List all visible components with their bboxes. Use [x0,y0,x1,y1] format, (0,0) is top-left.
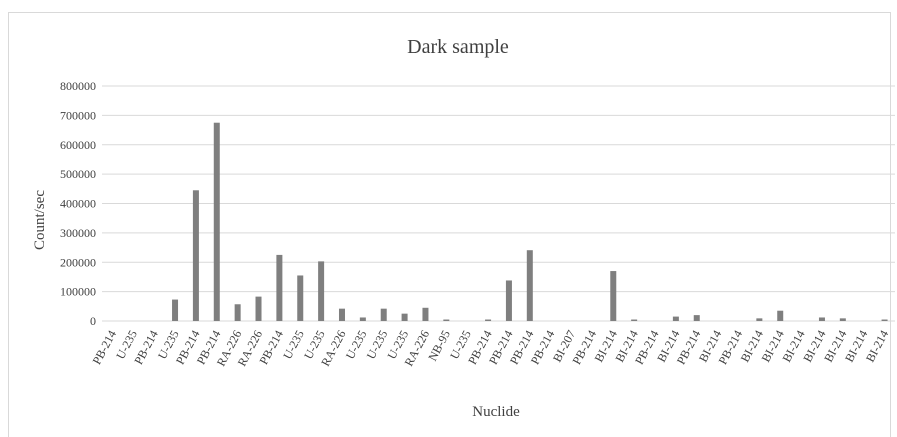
gridlines [102,85,895,322]
bar [505,280,512,321]
bar [213,122,220,321]
bar [485,319,492,321]
bar [693,315,700,321]
y-tick-label: 600000 [60,138,96,152]
bar [756,318,763,321]
x-tick-labels: PB-214U-235PB-214U-235PB-214PB-214RA-226… [89,328,891,369]
bar [192,190,199,321]
bar [297,275,304,321]
bar [631,319,638,321]
y-tick-label: 300000 [60,226,96,240]
bar [526,250,533,321]
bar [255,296,262,321]
bar [401,313,408,321]
chart-frame [8,12,891,437]
y-tick-label: 700000 [60,108,96,122]
bar [881,319,888,321]
y-axis-label: Count/sec [32,190,48,250]
bar [380,308,387,321]
bar [276,254,283,321]
bar [318,261,325,321]
bar [422,307,429,321]
y-tick-label: 400000 [60,197,96,211]
bar [443,319,450,321]
bar [839,318,846,321]
bar [672,316,679,321]
y-tick-label: 800000 [60,79,96,93]
bar [338,308,345,321]
y-tick-labels: 0 100000 200000 300000 400000 500000 600000 700… [60,79,96,328]
bar [777,310,784,321]
x-axis-label: Nuclide [472,404,520,420]
bar [234,304,241,321]
bars [172,122,888,321]
bar [359,317,366,321]
y-tick-label: 100000 [60,285,96,299]
bar [172,299,179,321]
x-tick-label: PB-214 [89,328,119,367]
y-tick-label: 0 [90,314,96,328]
y-tick-label: 200000 [60,255,96,269]
chart-title: Dark sample [407,36,509,58]
y-tick-label: 500000 [60,167,96,181]
bar [818,317,825,321]
bar [610,271,617,321]
